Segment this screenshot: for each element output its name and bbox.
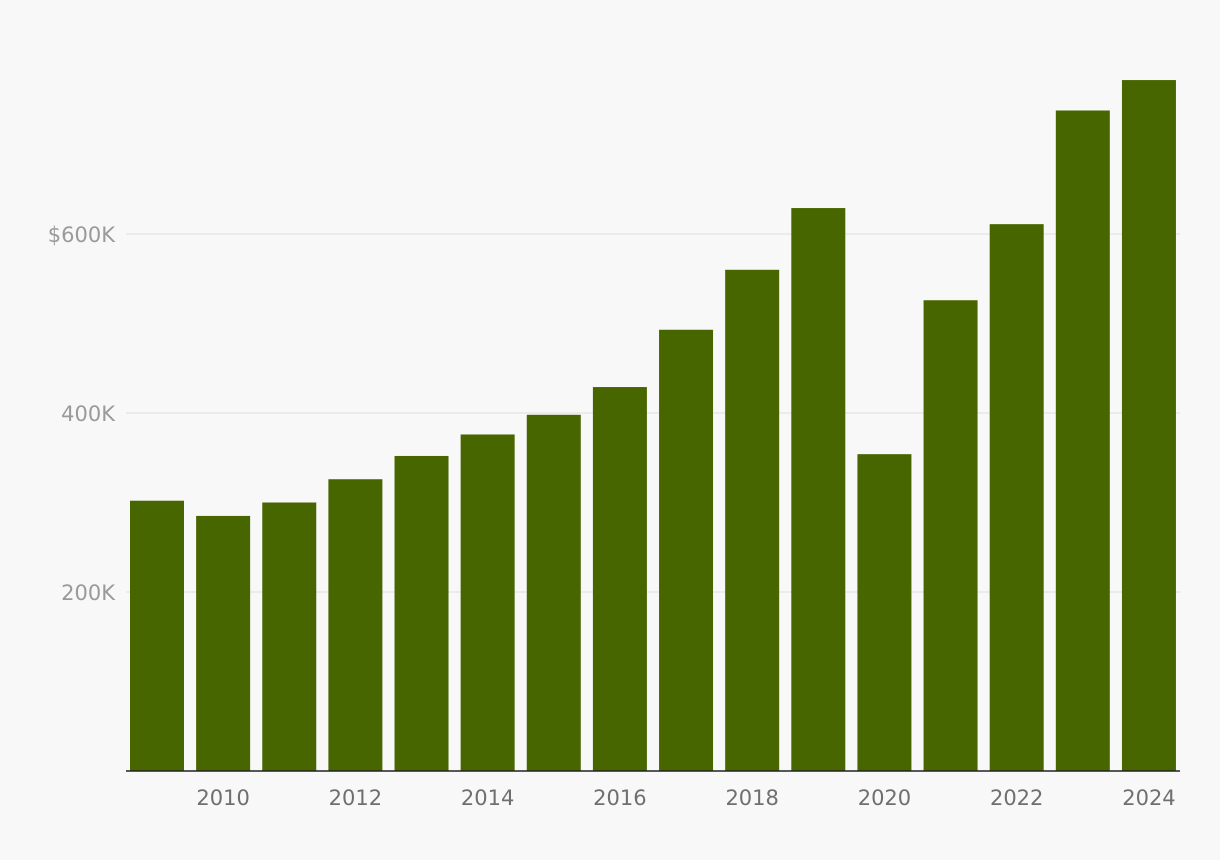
x-tick-label: 2010 <box>196 786 249 810</box>
bar-2020 <box>857 454 912 771</box>
x-tick-label: 2022 <box>990 786 1043 810</box>
x-tick-label: 2016 <box>593 786 646 810</box>
bar-2015 <box>526 414 581 771</box>
bar-2010 <box>196 515 251 771</box>
x-tick-label: 2020 <box>858 786 911 810</box>
bar-2014 <box>460 434 515 771</box>
bar-2012 <box>328 479 383 771</box>
bar-2021 <box>923 300 978 771</box>
bars <box>130 80 1176 772</box>
y-tick-label: $600K <box>48 223 116 247</box>
y-axis-tick-labels: 200K 400K $600K <box>48 223 116 605</box>
y-tick-label: 200K <box>61 581 116 605</box>
x-tick-label: 2018 <box>725 786 778 810</box>
bar-2022 <box>989 224 1044 771</box>
bar-2024 <box>1121 80 1176 771</box>
bar-2011 <box>262 502 317 771</box>
x-tick-label: 2012 <box>329 786 382 810</box>
bar-2017 <box>659 329 714 771</box>
bar-2009 <box>130 500 184 771</box>
y-tick-label: 400K <box>61 402 116 426</box>
bar-2018 <box>725 269 780 771</box>
bar-2023 <box>1055 110 1110 772</box>
x-tick-label: 2024 <box>1122 786 1175 810</box>
bar-2019 <box>791 208 846 772</box>
x-tick-label: 2014 <box>461 786 514 810</box>
x-axis-tick-labels: 2010 2012 2014 2016 2018 2020 2022 2024 <box>196 786 1175 810</box>
bar-2016 <box>592 387 647 771</box>
bar-2013 <box>394 455 449 771</box>
